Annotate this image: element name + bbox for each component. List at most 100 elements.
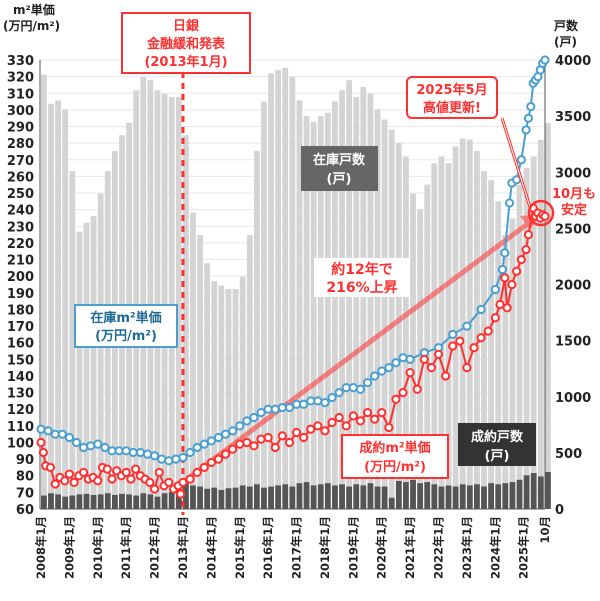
sold-price-point (426, 363, 437, 373)
inventory-units-bar (239, 276, 246, 509)
left-tick-label: 260 (7, 170, 34, 185)
inventory-price-point (185, 447, 195, 458)
inventory-units-bar (154, 90, 161, 510)
sold-units-bar (296, 483, 303, 509)
sold-price-point (249, 441, 259, 451)
right-tick-label: 3500 (555, 110, 591, 125)
inventory-units-bar (495, 201, 502, 509)
inventory-units-label: 在庫戸数 (戸) (301, 146, 378, 191)
sold-units-bar (48, 493, 54, 509)
sold-units-bar (374, 486, 381, 509)
inventory-units-bar (317, 116, 324, 509)
sold-units-bar (282, 484, 289, 509)
inventory-units-bar (296, 100, 303, 509)
high-callout: 2025年5月 高値更新! (406, 76, 532, 208)
inventory-price-point (384, 363, 394, 373)
sold-price-point (341, 421, 351, 431)
left-tick-label: 320 (7, 71, 34, 86)
boj-line3: (2013年1月) (144, 54, 227, 70)
inventory-price-line2: (万円/m²) (95, 329, 157, 344)
inventory-price-point (270, 404, 280, 414)
sold-price-point (540, 211, 550, 221)
right-tick-label: 0 (555, 503, 564, 518)
high-line1: 2025年5月 (416, 82, 487, 98)
sold-units-bar (403, 482, 409, 509)
sold-price-point (78, 467, 89, 478)
inventory-units-bar (83, 222, 90, 509)
sold-units-bar (161, 493, 168, 509)
inventory-price-point (93, 439, 103, 449)
left-tick-label: 60 (16, 503, 34, 518)
x-tick-label: 2025年1月 (517, 516, 531, 579)
left-tick-label: 160 (7, 337, 34, 352)
sold-units-bar (438, 486, 445, 509)
inventory-units-bar (360, 86, 367, 509)
inventory-price-point (256, 407, 266, 418)
sold-units-bar (190, 485, 196, 509)
left-axis-title-line2: (万円/m²) (3, 19, 60, 33)
sold-price-point (145, 477, 155, 487)
sold-units-bar (41, 495, 47, 509)
sold-price-point (462, 363, 472, 373)
sold-price-point (199, 462, 209, 473)
sold-price-point (126, 474, 136, 484)
sold-price-line2: (万円/m²) (364, 460, 426, 475)
sold-price-point (377, 407, 387, 418)
sold-units-bar (111, 494, 118, 509)
sold-price-point (64, 469, 74, 479)
x-tick-label: 2015年1月 (233, 516, 247, 579)
inventory-price-point (448, 329, 458, 339)
sold-price-point (176, 489, 186, 499)
sold-price-point (476, 333, 486, 343)
inventory-price-point (523, 113, 534, 123)
inventory-price-point (398, 353, 408, 363)
inventory-units-bar (69, 171, 76, 509)
left-tick-label: 170 (7, 320, 34, 335)
sold-price-point (516, 254, 526, 265)
inventory-price-point (213, 432, 224, 443)
inventory-units-bar (48, 103, 54, 509)
sold-price-point (178, 477, 188, 487)
sold-price-point (164, 477, 174, 487)
x-tick-label: 2022年1月 (432, 516, 446, 579)
sold-units-bar (410, 479, 416, 509)
inventory-price-point (540, 55, 550, 65)
inventory-price-point (71, 437, 82, 448)
inventory-units-bar (289, 76, 296, 510)
inventory-price-point (199, 439, 209, 449)
right-tick-label: 2500 (555, 222, 591, 237)
sold-units-bar (182, 483, 189, 509)
sold-units-bars (41, 471, 551, 509)
oct-line2: 安定 (561, 202, 587, 218)
sold-price-point (121, 467, 131, 478)
inventory-price-point (78, 442, 89, 453)
sold-price-point (523, 230, 534, 240)
inventory-price-point (516, 155, 526, 165)
sold-units-bar (395, 480, 402, 509)
sold-price-point (320, 426, 330, 436)
inventory-price-point (142, 449, 153, 459)
sold-units-bar (253, 484, 260, 509)
inventory-price-point (405, 354, 415, 364)
sold-units-bar (232, 487, 239, 509)
sold-units-bar (97, 494, 104, 509)
sold-price-point (483, 326, 493, 336)
right-axis-ticks: 0 500 1000 1500 2000 2500 3000 3500 4000 (555, 54, 591, 518)
sold-units-line1: 成約戸数 (471, 429, 524, 445)
sold-units-bar (126, 494, 132, 509)
inventory-price-point (178, 452, 188, 463)
inventory-units-bar (502, 235, 509, 510)
sold-price-point (102, 464, 112, 474)
sold-price-point (398, 387, 408, 398)
oct-line1: 10月も (552, 187, 596, 202)
inventory-units-bar (310, 121, 317, 510)
rise-line1: 約12年で (331, 261, 392, 278)
boj-annotation: 日銀 金融緩和発表 (2013年1月) (121, 12, 251, 74)
october-highlight-circle (527, 199, 555, 227)
sold-units-bar (310, 485, 317, 509)
inventory-price-point (249, 412, 259, 423)
inventory-units-line1: 在庫戸数 (313, 152, 366, 168)
left-tick-label: 110 (7, 420, 34, 435)
x-tick-label: 2019年1月 (346, 516, 360, 579)
inventory-price-point (334, 387, 344, 398)
